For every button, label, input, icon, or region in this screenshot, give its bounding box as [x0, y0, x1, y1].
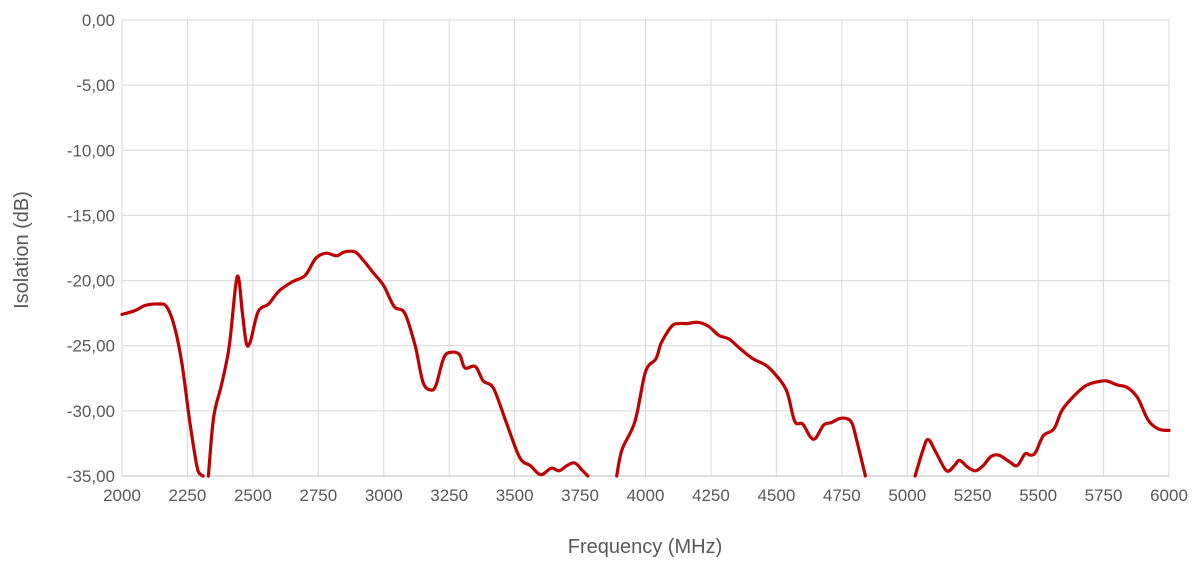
x-tick-label: 5750	[1085, 486, 1123, 505]
isolation-series-segment-2	[206, 249, 590, 478]
y-tick-label: 0,00	[82, 11, 115, 30]
x-tick-label: 5250	[954, 486, 992, 505]
y-axis-title: Isolation (dB)	[11, 191, 33, 309]
y-tick-label: -25,00	[67, 337, 115, 356]
x-tick-label: 2000	[103, 486, 141, 505]
isolation-series-segment-1	[120, 302, 205, 478]
x-tick-label: 5000	[888, 486, 926, 505]
y-tick-label: -10,00	[67, 141, 115, 160]
x-tick-label: 3750	[561, 486, 599, 505]
isolation-series-segment-3	[615, 320, 867, 478]
y-tick-label: -35,00	[67, 467, 115, 486]
y-tick-label: -20,00	[67, 272, 115, 291]
x-tick-label: 2250	[169, 486, 207, 505]
gridlines	[121, 19, 1170, 477]
x-tick-label: 5500	[1019, 486, 1057, 505]
y-tick-label: -5,00	[76, 76, 115, 95]
isolation-series-segment-4	[913, 379, 1171, 478]
x-tick-label: 6000	[1150, 486, 1188, 505]
x-tick-label: 3250	[430, 486, 468, 505]
y-tick-label: -30,00	[67, 402, 115, 421]
x-tick-label: 4500	[757, 486, 795, 505]
x-tick-label: 4000	[627, 486, 665, 505]
x-tick-label: 3000	[365, 486, 403, 505]
tick-labels: 0,00 -5,00 -10,00 -15,00 -20,00 -25,00 -30,00 -…	[67, 11, 1188, 505]
x-tick-label: 2750	[299, 486, 337, 505]
series-layer	[120, 249, 1171, 478]
x-axis-title: Frequency (MHz)	[568, 536, 722, 558]
y-tick-label: -15,00	[67, 206, 115, 225]
x-tick-label: 4250	[692, 486, 730, 505]
x-tick-label: 4750	[823, 486, 861, 505]
x-tick-label: 3500	[496, 486, 534, 505]
x-tick-label: 2500	[234, 486, 272, 505]
